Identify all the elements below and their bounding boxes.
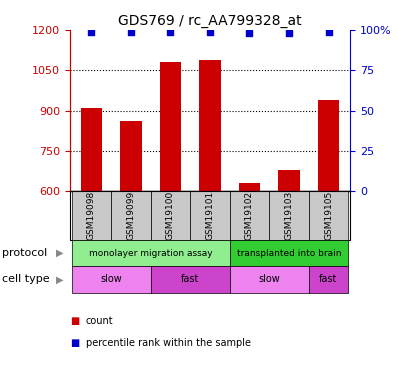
Bar xyxy=(230,266,309,292)
Bar xyxy=(230,191,269,240)
Text: slow: slow xyxy=(258,274,280,284)
Text: fast: fast xyxy=(319,274,338,284)
Bar xyxy=(199,60,221,191)
Text: ▶: ▶ xyxy=(56,248,63,258)
Text: GSM19098: GSM19098 xyxy=(87,191,96,240)
Text: fast: fast xyxy=(181,274,199,284)
Bar xyxy=(230,240,348,266)
Text: GSM19103: GSM19103 xyxy=(285,191,293,240)
Text: GSM19105: GSM19105 xyxy=(324,191,333,240)
Text: GSM19101: GSM19101 xyxy=(205,191,215,240)
Text: cell type: cell type xyxy=(2,274,50,284)
Text: slow: slow xyxy=(100,274,122,284)
Bar xyxy=(120,122,142,191)
Text: GSM19099: GSM19099 xyxy=(127,191,135,240)
Point xyxy=(128,28,134,34)
Bar xyxy=(72,266,151,292)
Point xyxy=(88,28,95,34)
Text: ■: ■ xyxy=(70,338,79,348)
Text: transplanted into brain: transplanted into brain xyxy=(237,249,341,258)
Text: monolayer migration assay: monolayer migration assay xyxy=(89,249,213,258)
Text: GSM19102: GSM19102 xyxy=(245,191,254,240)
Text: ■: ■ xyxy=(70,316,79,326)
Point xyxy=(325,28,332,34)
Title: GDS769 / rc_AA799328_at: GDS769 / rc_AA799328_at xyxy=(118,13,302,28)
Point xyxy=(207,28,213,34)
Text: GSM19100: GSM19100 xyxy=(166,191,175,240)
Text: protocol: protocol xyxy=(2,248,47,258)
Bar xyxy=(269,191,309,240)
Bar xyxy=(72,240,230,266)
Point xyxy=(246,30,253,36)
Bar xyxy=(278,170,300,191)
Bar xyxy=(309,191,348,240)
Point xyxy=(286,30,292,36)
Bar xyxy=(72,191,111,240)
Point xyxy=(167,28,174,34)
Bar xyxy=(309,266,348,292)
Bar xyxy=(190,191,230,240)
Bar xyxy=(80,108,102,191)
Bar xyxy=(318,100,339,191)
Bar xyxy=(111,191,151,240)
Bar xyxy=(151,191,190,240)
Bar xyxy=(238,183,260,191)
Bar xyxy=(151,266,230,292)
Text: ▶: ▶ xyxy=(56,274,63,284)
Bar xyxy=(160,62,181,191)
Text: count: count xyxy=(86,316,113,326)
Text: percentile rank within the sample: percentile rank within the sample xyxy=(86,338,251,348)
